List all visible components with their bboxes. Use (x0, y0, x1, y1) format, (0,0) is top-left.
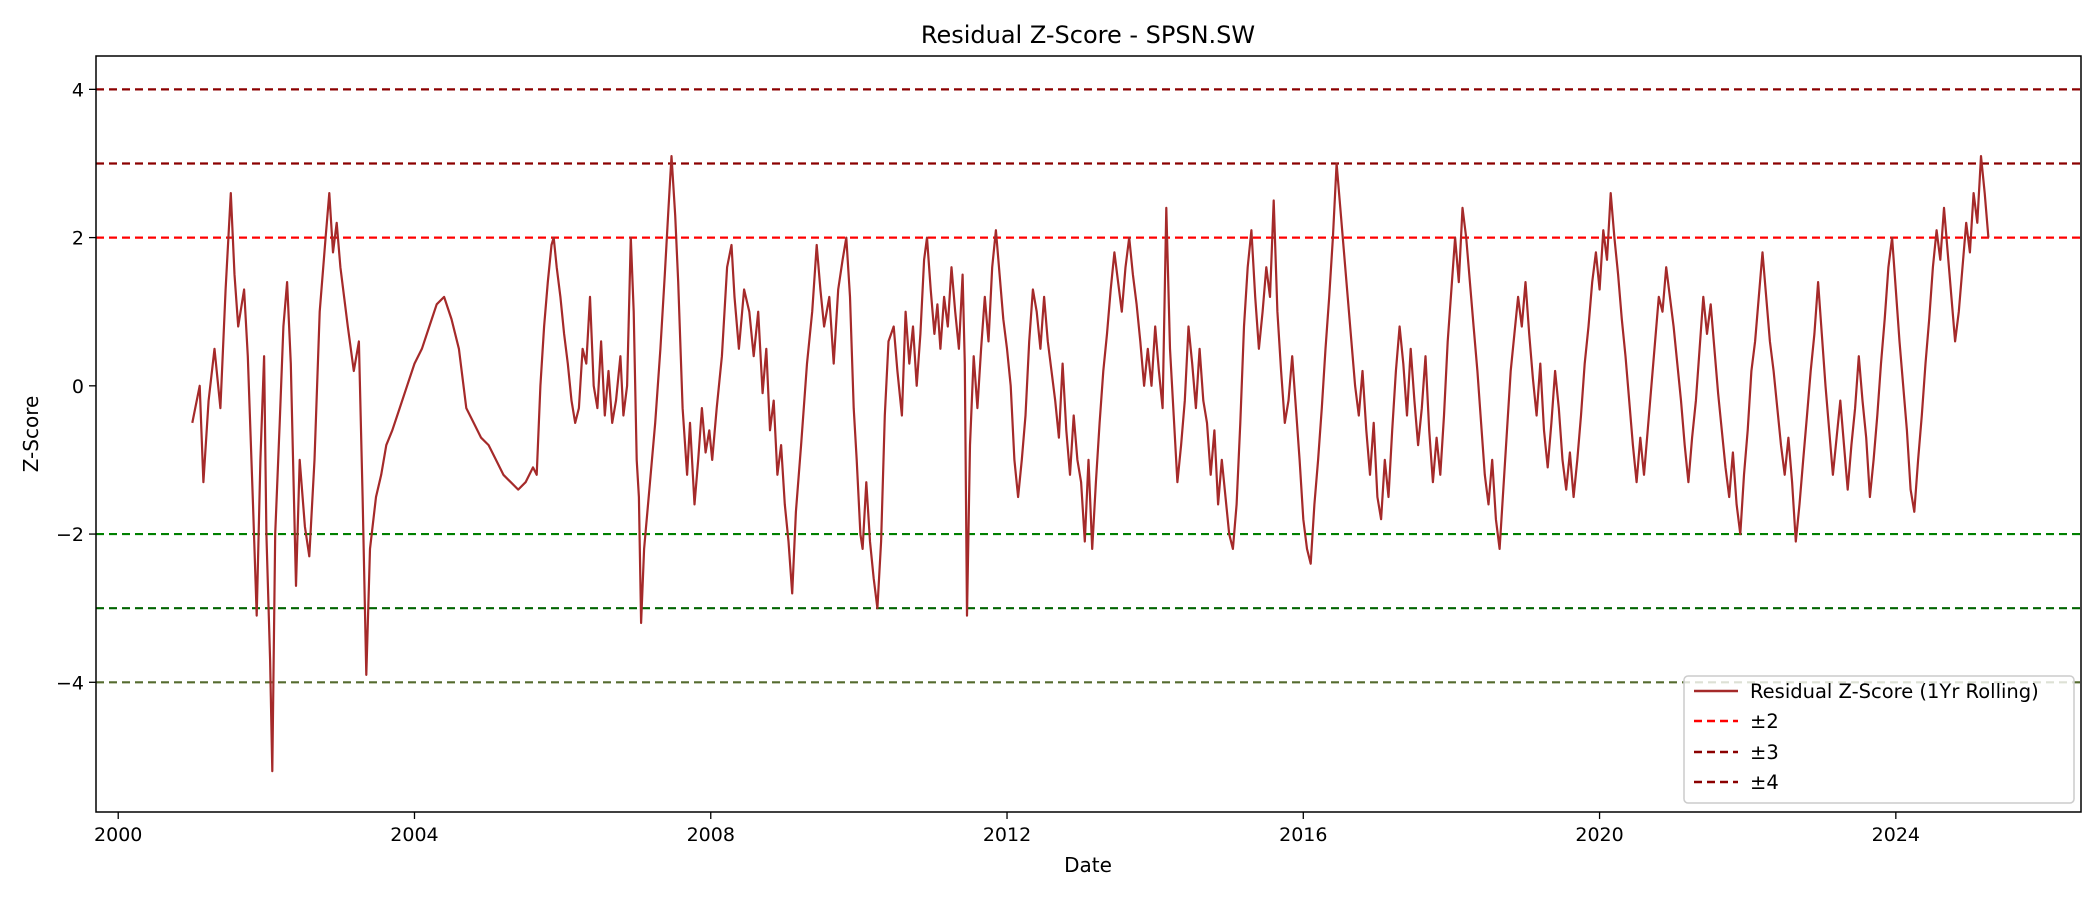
x-tick-label: 2004 (390, 824, 438, 846)
legend-label-pm3: ±3 (1750, 741, 1779, 764)
y-tick-label: 0 (72, 376, 84, 398)
x-axis-label: Date (1064, 853, 1112, 877)
x-axis: 2000 2004 2008 2012 2016 2020 2024 (94, 812, 1920, 846)
chart-title: Residual Z-Score - SPSN.SW (921, 21, 1255, 49)
legend-label-zscore: Residual Z-Score (1Yr Rolling) (1750, 680, 2039, 703)
y-tick-label: −2 (56, 524, 84, 546)
x-tick-label: 2012 (983, 824, 1031, 846)
y-tick-label: −4 (56, 672, 84, 694)
y-axis: −4 −2 0 2 4 (56, 79, 96, 694)
plot-frame (95, 55, 2082, 813)
x-tick-label: 2000 (94, 824, 142, 846)
legend-frame (1683, 675, 2075, 804)
x-tick-label: 2008 (687, 824, 735, 846)
y-axis-label: Z-Score (19, 396, 43, 473)
y-tick-label: 2 (72, 228, 84, 250)
legend-label-pm2: ±2 (1750, 710, 1779, 733)
plot-area (95, 55, 2082, 813)
x-tick-label: 2024 (1872, 824, 1920, 846)
y-tick-label: 4 (72, 79, 84, 101)
series-line-residual-zscore (191, 155, 1990, 773)
x-tick-label: 2016 (1279, 824, 1327, 846)
x-tick-label: 2020 (1575, 824, 1623, 846)
legend: Residual Z-Score (1Yr Rolling) ±2 ±3 ±4 (1683, 675, 2075, 804)
legend-label-pm4: ±4 (1750, 771, 1779, 794)
